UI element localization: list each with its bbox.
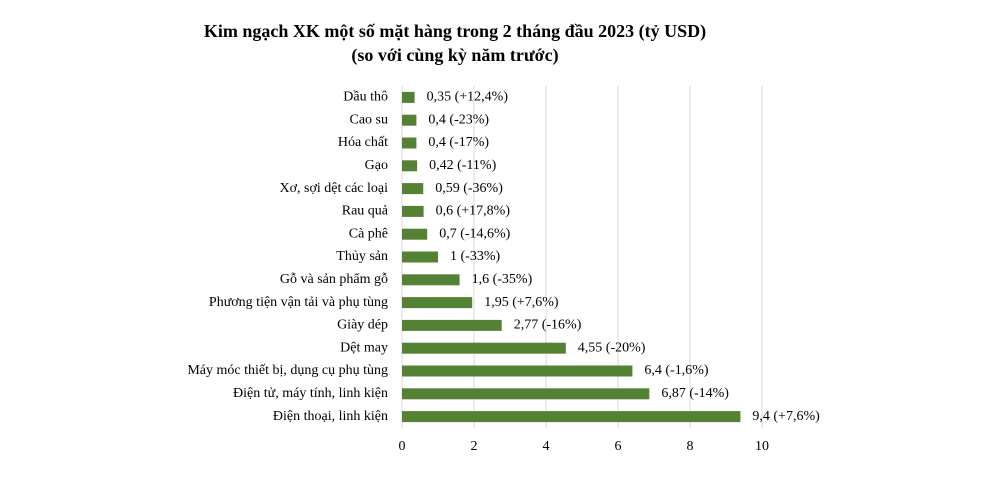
data-label: 0,59 (-36%): [435, 181, 503, 196]
data-label: 0,35 (+12,4%): [427, 90, 509, 105]
bar: [402, 274, 460, 286]
y-tick-label: Cao su: [350, 112, 389, 127]
data-label: 2,77 (-16%): [514, 318, 582, 333]
bar: [402, 388, 650, 400]
y-tick-label: Điện tử, máy tính, linh kiện: [233, 386, 388, 401]
chart-title: Kim ngạch XK một số mặt hàng trong 2 thá…: [204, 21, 706, 42]
data-label: 0,4 (-17%): [428, 135, 489, 150]
data-label: 4,55 (-20%): [578, 340, 646, 355]
x-tick-label: 6: [615, 439, 622, 454]
bar: [402, 137, 417, 149]
x-tick-label: 10: [755, 439, 769, 454]
bar: [402, 365, 633, 377]
x-tick-label: 8: [687, 439, 694, 454]
bar: [402, 342, 566, 354]
data-label: 0,7 (-14,6%): [439, 226, 510, 241]
bar: [402, 411, 741, 423]
y-tick-label: Dầu thô: [343, 90, 388, 105]
x-tick-label: 2: [471, 439, 478, 454]
y-tick-label: Thủy sản: [336, 249, 388, 264]
bar: [402, 114, 417, 126]
data-label: 0,6 (+17,8%): [436, 204, 511, 219]
bar: [402, 228, 428, 240]
bar: [402, 319, 502, 331]
data-label: 0,42 (-11%): [429, 158, 496, 173]
bar: [402, 251, 438, 263]
chart-subtitle: (so với cùng kỳ năm trước): [351, 45, 558, 66]
x-tick-label: 0: [399, 439, 406, 454]
data-label: 1,95 (+7,6%): [484, 295, 559, 310]
data-label: 6,87 (-14%): [661, 386, 729, 401]
y-tick-label: Xơ, sợi dệt các loại: [280, 181, 389, 196]
y-tick-label: Dệt may: [340, 340, 388, 355]
y-tick-label: Cà phê: [349, 226, 388, 241]
x-tick-label: 4: [543, 439, 550, 454]
y-tick-label: Gạo: [365, 158, 388, 173]
bar: [402, 183, 424, 195]
y-tick-label: Rau quả: [342, 204, 389, 219]
y-tick-label: Máy móc thiết bị, dụng cụ phụ tùng: [187, 363, 388, 378]
y-tick-label: Giày dép: [337, 318, 388, 333]
y-tick-label: Hóa chất: [338, 135, 388, 150]
bar: [402, 297, 473, 309]
y-tick-label: Gỗ và sản phẩm gỗ: [280, 272, 388, 287]
data-label: 1 (-33%): [450, 249, 500, 264]
data-label: 1,6 (-35%): [472, 272, 533, 287]
y-tick-label: Phương tiện vận tải và phụ tùng: [209, 295, 388, 310]
bar: [402, 91, 415, 103]
data-label: 6,4 (-1,6%): [644, 363, 708, 378]
y-tick-label: Điện thoại, linh kiện: [273, 409, 388, 424]
data-label: 0,4 (-23%): [428, 112, 489, 127]
bar: [402, 160, 418, 172]
bar: [402, 205, 424, 217]
data-label: 9,4 (+7,6%): [752, 409, 820, 424]
